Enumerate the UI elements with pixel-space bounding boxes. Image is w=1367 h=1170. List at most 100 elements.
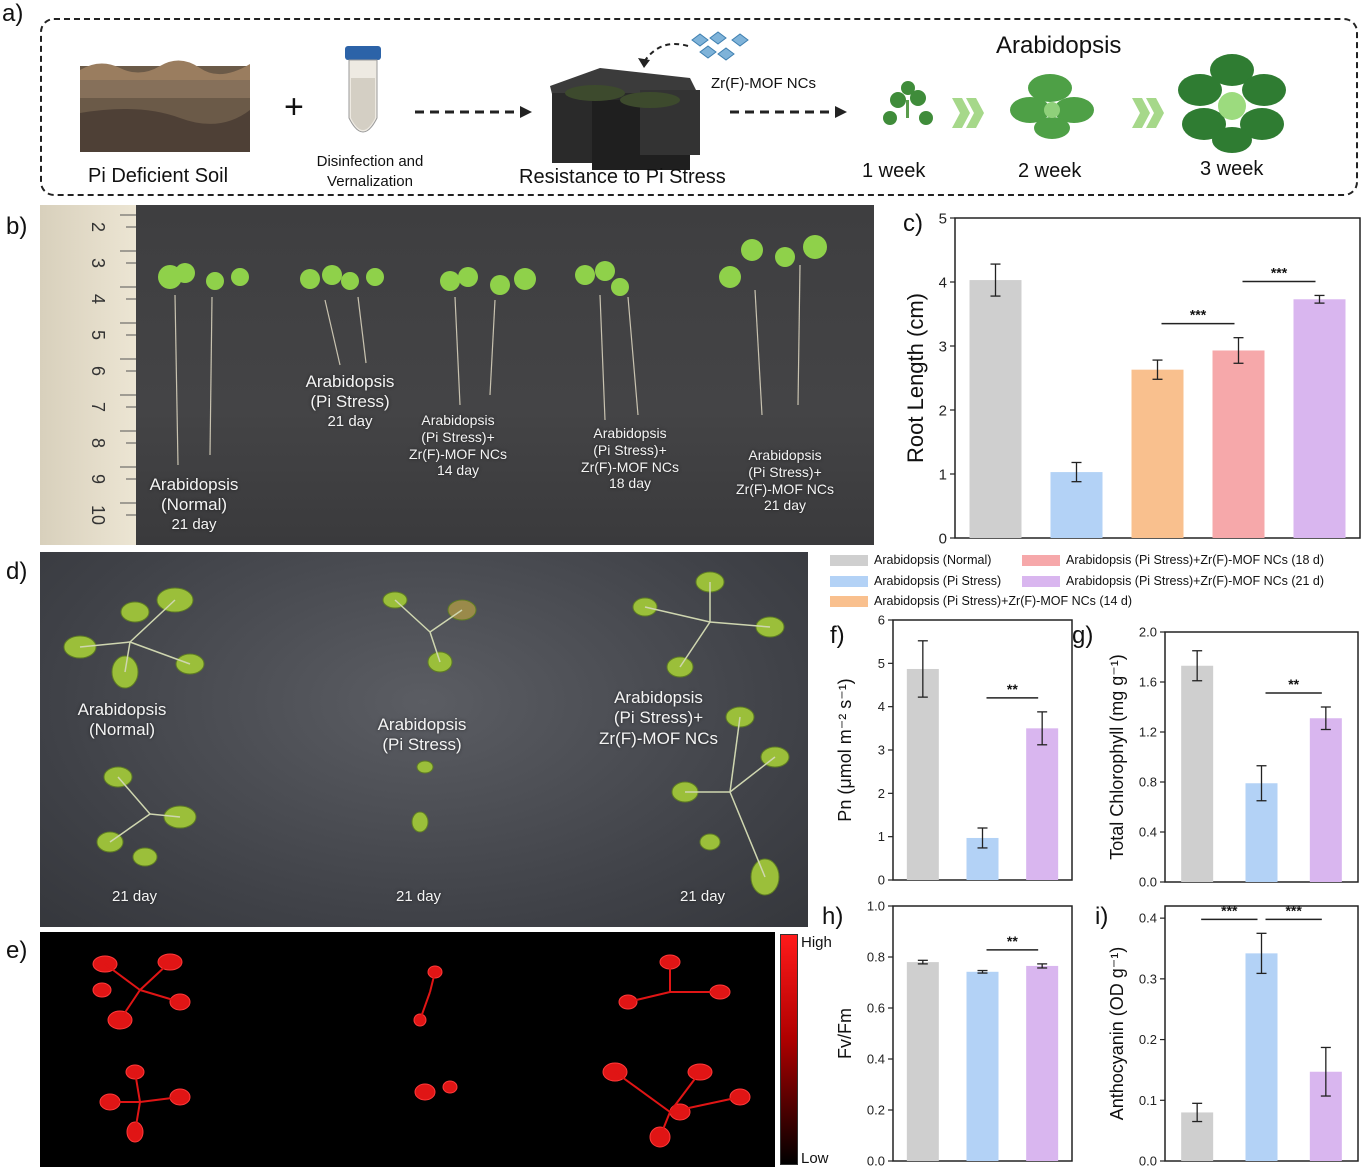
- y-tick-label: 0.8: [1139, 775, 1157, 790]
- rosette-day-2: 21 day: [396, 888, 442, 905]
- y-tick-label: 5: [878, 656, 885, 671]
- y-tick-label: 1.0: [867, 899, 885, 914]
- chart-chlorophyll: 0.0 0.4 0.8 1.2 1.6 2.0 Total Chlorophyll (mg …: [1107, 625, 1359, 890]
- panel-label-g: g): [1072, 622, 1094, 649]
- bar: [1309, 718, 1342, 882]
- ruler-numbers: 2 3 4 5 6 7 8 9 10: [88, 222, 108, 525]
- caption-line: (Pi Stress)+: [748, 463, 822, 480]
- significance-label: ***: [1221, 902, 1238, 918]
- rosettes-drawing: [63, 571, 790, 896]
- caption-line: Zr(F)-MOF NCs: [599, 728, 718, 748]
- chart-frame: [892, 619, 1073, 881]
- y-tick-label: 1.2: [1139, 725, 1157, 740]
- panel-label-d: d): [6, 558, 28, 585]
- significance-label: ***: [1271, 264, 1288, 280]
- fluorescence-image: [40, 932, 775, 1167]
- caption-line: Zr(F)-MOF NCs: [736, 480, 834, 497]
- ruler-number: 4: [88, 294, 108, 304]
- bar: [1245, 783, 1278, 882]
- caption-line: Arabidopsis: [421, 412, 495, 428]
- bar: [906, 668, 939, 880]
- soil-label: Pi Deficient Soil: [88, 165, 229, 187]
- scale-low-label: Low: [801, 1150, 829, 1167]
- caption-line: Zr(F)-MOF NCs: [409, 445, 507, 462]
- rosette-caption-pi-stress: Arabidopsis (Pi Stress): [362, 715, 482, 756]
- plus-sign: +: [284, 88, 304, 126]
- legend-swatch: [830, 595, 868, 607]
- y-tick-label: 4: [878, 699, 885, 714]
- y-axis-label: Anthocyanin (OD g⁻¹): [1107, 947, 1127, 1121]
- panel-label-h: h): [822, 903, 844, 930]
- significance-label: **: [1007, 933, 1018, 949]
- species-title: Arabidopsis: [996, 32, 1122, 59]
- bar: [1212, 350, 1265, 538]
- y-tick-label: 0.2: [867, 1103, 885, 1118]
- chart-frame: [1164, 631, 1359, 883]
- caption-line: (Pi Stress): [310, 392, 390, 412]
- chart-root-length: 0 1 2 3 4 5 Root Length (cm) *** ***: [903, 210, 1361, 547]
- soil-illustration: [80, 60, 250, 152]
- y-axis-label: Total Chlorophyll (mg g⁻¹): [1107, 654, 1127, 860]
- caption-pi-stress: Arabidopsis (Pi Stress) 21 day: [290, 372, 410, 431]
- caption-line: Zr(F)-MOF NCs: [581, 458, 679, 475]
- ruler-number: 6: [88, 366, 108, 376]
- bar: [966, 837, 999, 880]
- caption-line: 14 day: [436, 462, 480, 479]
- legend-item-18d: Arabidopsis (Pi Stress)+Zr(F)-MOF NCs (1…: [1022, 553, 1324, 567]
- panel-label-c: c): [903, 210, 923, 237]
- legend-label: Arabidopsis (Pi Stress): [874, 574, 1002, 588]
- y-tick-label: 0.4: [1139, 911, 1157, 926]
- y-tick-label: 3: [878, 743, 885, 758]
- significance-label: ***: [1190, 307, 1207, 323]
- bar: [966, 971, 999, 1161]
- panel-label-a: a): [2, 0, 24, 27]
- legend-swatch: [1022, 575, 1060, 587]
- y-tick-label: 2: [878, 786, 885, 801]
- rosette-day-3: 21 day: [680, 888, 726, 905]
- tube-illustration: [345, 46, 381, 133]
- caption-line: Arabidopsis: [377, 715, 467, 734]
- workflow-panel: [40, 18, 1358, 196]
- y-axis-label: Pn (μmol m⁻² s⁻¹): [835, 678, 855, 821]
- plant-1-week: [883, 81, 933, 125]
- week-label-2: 2 week: [1018, 160, 1082, 182]
- y-tick-label: 6: [878, 613, 885, 628]
- caption-line: (Pi Stress): [382, 735, 462, 755]
- week-label-1: 1 week: [862, 160, 926, 182]
- y-tick-label: 3: [939, 338, 947, 355]
- y-tick-label: 2.0: [1139, 625, 1157, 640]
- y-tick-label: 0: [939, 530, 947, 547]
- caption-line: (Pi Stress)+: [593, 441, 667, 458]
- rosette-caption-normal: Arabidopsis (Normal): [62, 700, 182, 741]
- ruler-number: 3: [88, 258, 108, 268]
- seedling-photo: [40, 205, 874, 545]
- pots-illustration: [550, 68, 700, 170]
- panel-label-e: e): [6, 937, 28, 964]
- y-axis-label: Root Length (cm): [903, 293, 928, 463]
- legend-label: Arabidopsis (Pi Stress)+Zr(F)-MOF NCs (1…: [874, 594, 1133, 608]
- y-tick-label: 2: [939, 402, 947, 419]
- caption-line: 18 day: [608, 475, 652, 492]
- pots-label: Resistance to Pi Stress: [519, 166, 726, 188]
- y-tick-label: 1.6: [1139, 675, 1157, 690]
- caption-line: (Normal): [160, 495, 228, 515]
- bar: [1026, 965, 1059, 1161]
- caption-line: (Pi Stress)+: [613, 708, 704, 728]
- y-tick-label: 0.6: [867, 1001, 885, 1016]
- chart-frame: [1164, 905, 1359, 1162]
- caption-line: Arabidopsis: [305, 372, 395, 391]
- bar: [1181, 1112, 1214, 1161]
- ruler-number: 7: [88, 402, 108, 412]
- y-tick-label: 0.0: [1139, 875, 1157, 890]
- bar: [1181, 665, 1214, 882]
- y-tick-label: 0: [878, 873, 885, 888]
- legend-swatch: [830, 575, 868, 587]
- legend-label: Arabidopsis (Normal): [874, 553, 992, 567]
- y-tick-label: 0.4: [867, 1052, 885, 1067]
- scale-high-label: High: [801, 934, 832, 951]
- workflow-illustration: [80, 31, 1286, 170]
- legend-item-normal: Arabidopsis (Normal): [830, 553, 991, 567]
- caption-line: Arabidopsis: [149, 475, 239, 494]
- y-tick-label: 1: [939, 466, 947, 483]
- caption-line: (Normal): [88, 720, 156, 740]
